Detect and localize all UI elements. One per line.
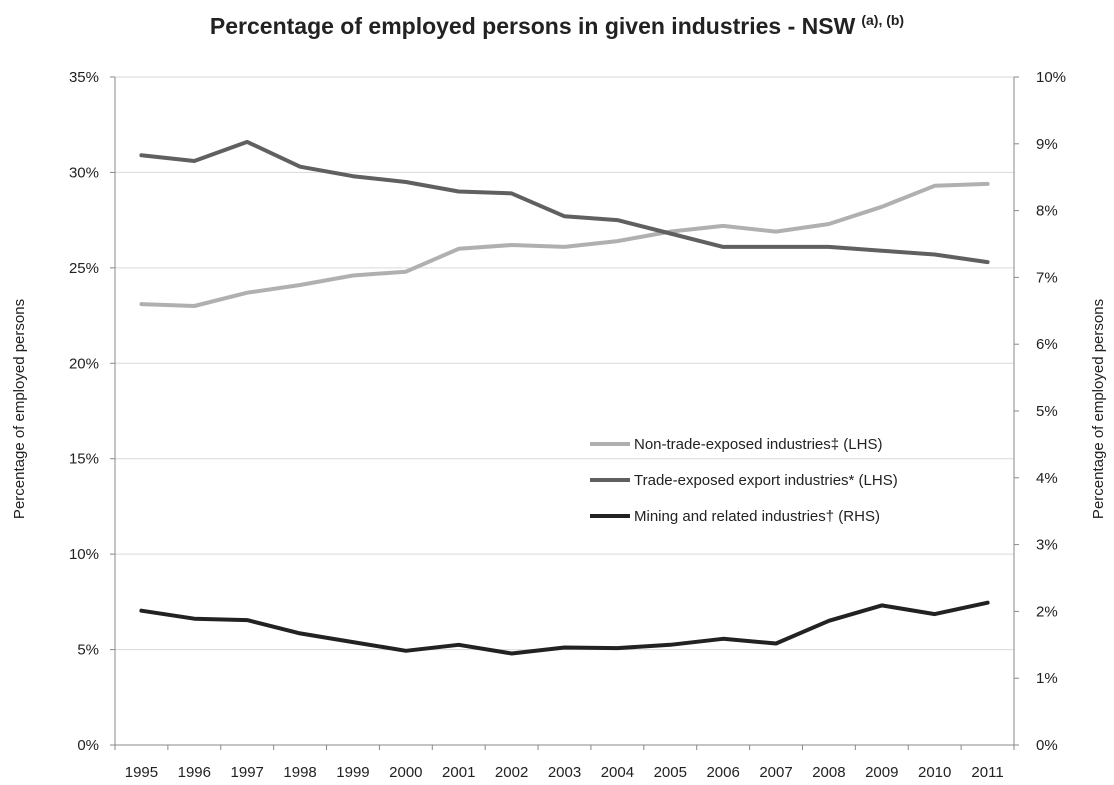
x-tick-label: 2008 [812,764,845,781]
x-tick-label: 2003 [548,764,581,781]
legend-label-2: Trade-exposed export industries* (LHS) [634,472,898,489]
left-tick-label: 25% [69,260,99,277]
right-tick-label: 8% [1036,203,1058,220]
left-axis-title: Percentage of employed persons [11,299,28,519]
x-tick-label: 2011 [971,764,1003,781]
right-axis-title: Percentage of employed persons [1090,299,1107,519]
x-tick-label: 1998 [283,764,316,781]
left-tick-label: 5% [77,642,99,659]
x-tick-label: 2001 [442,764,475,781]
series-line-1 [139,181,990,308]
right-tick-label: 2% [1036,603,1058,620]
legend: Non-trade-exposed industries‡ (LHS) Trade… [590,436,898,525]
x-tick-label: 1996 [178,764,211,781]
x-axis-ticks: 1995 1996 1997 1998 1999 2000 2001 2002 2003 2004… [114,745,1015,781]
right-axis-ticks: 0% 1% 2% 3% 4% 5% 6% 7% 8% 9% 10% [1014,69,1066,754]
x-tick-label: 1997 [231,764,264,781]
left-axis-ticks: 0% 5% 10% 15% 20% 25% 30% 35% [69,69,115,754]
left-tick-label: 35% [69,69,99,86]
left-tick-label: 15% [69,451,99,468]
right-tick-label: 1% [1036,670,1058,687]
right-tick-label: 10% [1036,69,1066,86]
axes [114,77,1015,746]
x-tick-label: 2007 [759,764,792,781]
right-tick-label: 7% [1036,269,1058,286]
legend-label-1: Non-trade-exposed industries‡ (LHS) [634,436,882,453]
legend-label-3: Mining and related industries† (RHS) [634,508,880,525]
series-line-2 [139,139,990,265]
left-tick-label: 10% [69,546,99,563]
x-tick-label: 2004 [601,764,634,781]
x-tick-label: 2006 [706,764,739,781]
left-tick-label: 30% [69,164,99,181]
right-tick-label: 5% [1036,403,1058,420]
x-tick-label: 2000 [389,764,422,781]
gridlines [115,76,1014,651]
chart-title-superscript: (a), (b) [861,12,904,28]
x-tick-label: 2009 [865,764,898,781]
chart-title-main: Percentage of employed persons in given … [210,13,856,39]
series-lines [139,139,990,656]
x-tick-label: 2005 [654,764,687,781]
x-tick-label: 1995 [125,764,158,781]
right-tick-label: 0% [1036,737,1058,754]
series-line-3 [139,600,990,656]
right-tick-label: 9% [1036,136,1058,153]
x-tick-label: 1999 [336,764,369,781]
x-tick-label: 2010 [918,764,951,781]
right-tick-label: 6% [1036,336,1058,353]
chart-title: Percentage of employed persons in given … [210,12,904,39]
x-tick-label: 2002 [495,764,528,781]
left-tick-label: 20% [69,355,99,372]
right-tick-label: 4% [1036,470,1058,487]
left-tick-label: 0% [77,737,99,754]
right-tick-label: 3% [1036,537,1058,554]
